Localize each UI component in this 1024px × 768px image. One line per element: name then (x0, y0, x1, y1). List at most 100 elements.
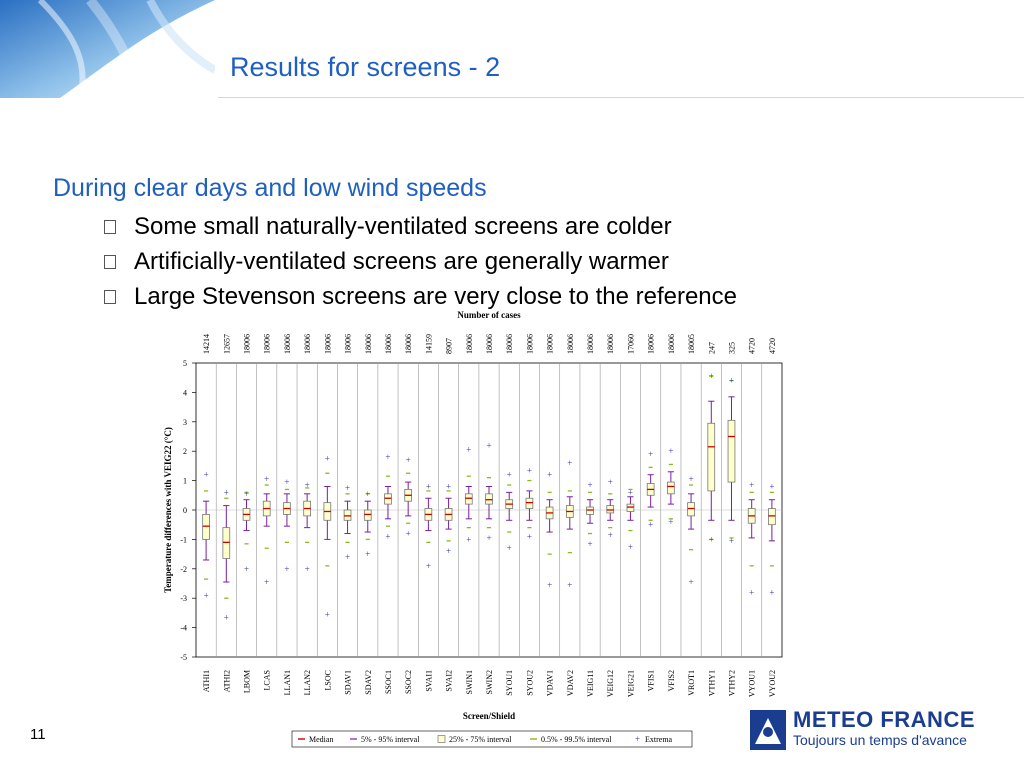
case-count-label: 18006 (283, 334, 292, 354)
iqr-box (525, 497, 534, 509)
boxplot-chart: 5 4 3 2 1 0 -1 -2 -3 -4 -5 Number of cases Screen/Sh… (163, 310, 783, 748)
category-label: VFIS1 (647, 670, 656, 691)
bullet-text: Large Stevenson screens are very close t… (134, 282, 737, 310)
slide-title: Results for screens - 2 (230, 52, 501, 82)
legend-label: 25% - 75% interval (449, 735, 512, 744)
extremum-marker: + (628, 542, 633, 552)
category-label: VYOU1 (748, 670, 757, 697)
iqr-box (707, 422, 716, 492)
iqr-box (586, 506, 594, 515)
iqr-box (202, 514, 210, 540)
category-label: VEIG12 (606, 670, 615, 697)
extremum-marker: + (709, 534, 714, 544)
category-label: VDAV2 (566, 670, 575, 696)
case-count-label: 247 (707, 342, 716, 354)
extremum-marker: + (628, 487, 633, 497)
case-count-label: 18006 (303, 334, 312, 354)
case-count-label: 18006 (586, 334, 595, 354)
case-count-label: 325 (727, 342, 736, 354)
y-tick-label: -4 (180, 624, 187, 633)
extremum-marker: + (486, 440, 491, 450)
extremum-marker: + (648, 520, 653, 530)
extremum-marker: + (305, 480, 310, 490)
legend-label: Median (309, 735, 333, 744)
extremum-marker: + (608, 530, 613, 540)
case-count-label: 17060 (626, 334, 635, 354)
extremum-marker: + (325, 454, 330, 464)
y-tick-label: 3 (183, 418, 187, 427)
extremum-marker: + (527, 465, 532, 475)
category-label: SYOU1 (505, 670, 514, 696)
extremum-marker: + (224, 612, 229, 622)
meteo-france-emblem-icon (750, 710, 786, 750)
case-count-label: 4720 (748, 338, 757, 354)
extremum-marker: + (668, 446, 673, 456)
case-count-label: 18006 (525, 334, 534, 354)
iqr-box (464, 493, 473, 505)
extremum-marker: + (244, 564, 249, 574)
iqr-box (667, 481, 675, 495)
y-tick-label: 1 (183, 477, 187, 486)
iqr-box (343, 509, 352, 521)
case-count-label: 12657 (222, 334, 231, 354)
case-count-label: 14159 (424, 334, 433, 354)
case-count-label: 14214 (202, 334, 211, 354)
category-label: ATHI2 (222, 670, 231, 692)
bullet-box-icon (104, 289, 116, 304)
bullet-box-icon (104, 219, 116, 234)
category-label: SDAV1 (344, 670, 353, 695)
extremum-marker: + (689, 474, 694, 484)
category-label: VDAV1 (546, 670, 555, 696)
case-count-label: 18006 (404, 334, 413, 354)
bullet-text: Artificially-ventilated screens are gene… (134, 247, 669, 275)
y-tick-label: 5 (183, 359, 187, 368)
case-count-label: 18006 (566, 334, 575, 354)
category-label: LLAN2 (303, 670, 312, 695)
category-label: ATHI1 (202, 670, 211, 692)
extremum-marker: + (547, 580, 552, 590)
title-divider (218, 97, 1024, 98)
category-label: SSOC2 (404, 670, 413, 694)
iqr-box (606, 505, 615, 514)
case-count-label: 18005 (687, 334, 696, 354)
extremum-marker: + (749, 480, 754, 490)
extremum-marker: + (264, 474, 269, 484)
extremum-marker: + (305, 564, 310, 574)
legend-label: 5% - 95% interval (361, 735, 420, 744)
extremum-marker: + (567, 580, 572, 590)
category-label: LLAN1 (283, 670, 292, 695)
bullet-item: Large Stevenson screens are very close t… (104, 279, 737, 314)
bullet-item: Some small naturally-ventilated screens … (104, 209, 737, 244)
extremum-marker: + (264, 577, 269, 587)
extremum-marker: + (527, 531, 532, 541)
extremum-marker: + (446, 481, 451, 491)
bullet-text: Some small naturally-ventilated screens … (134, 212, 672, 240)
chart-title: Number of cases (457, 310, 521, 320)
category-label: LCAS (263, 670, 272, 690)
y-tick-label: -2 (180, 565, 187, 574)
y-tick-label: -1 (180, 535, 187, 544)
case-count-label: 18006 (384, 334, 393, 354)
case-count-label: 8907 (445, 338, 454, 354)
extremum-marker: + (244, 489, 249, 499)
extremum-marker: + (769, 481, 774, 491)
iqr-box (768, 508, 776, 526)
extremum-marker: + (648, 449, 653, 459)
extremum-marker: + (769, 587, 774, 597)
case-count-label: 18006 (323, 334, 332, 354)
extremum-marker: + (729, 376, 734, 386)
category-label: VYOU2 (768, 670, 777, 697)
bullet-box-icon (104, 254, 116, 269)
iqr-box (687, 502, 695, 517)
extremum-marker: + (668, 517, 673, 527)
extremum-marker: + (426, 561, 431, 571)
legend-label: Extrema (645, 735, 673, 744)
bullet-list: Some small naturally-ventilated screens … (104, 209, 737, 314)
case-count-label: 18006 (667, 334, 676, 354)
page-number: 11 (30, 726, 46, 743)
case-count-label: 18006 (485, 334, 494, 354)
extremum-marker: + (567, 458, 572, 468)
legend-extrema-swatch: + (635, 734, 640, 744)
extremum-marker: + (426, 481, 431, 491)
extremum-marker: + (507, 543, 512, 553)
